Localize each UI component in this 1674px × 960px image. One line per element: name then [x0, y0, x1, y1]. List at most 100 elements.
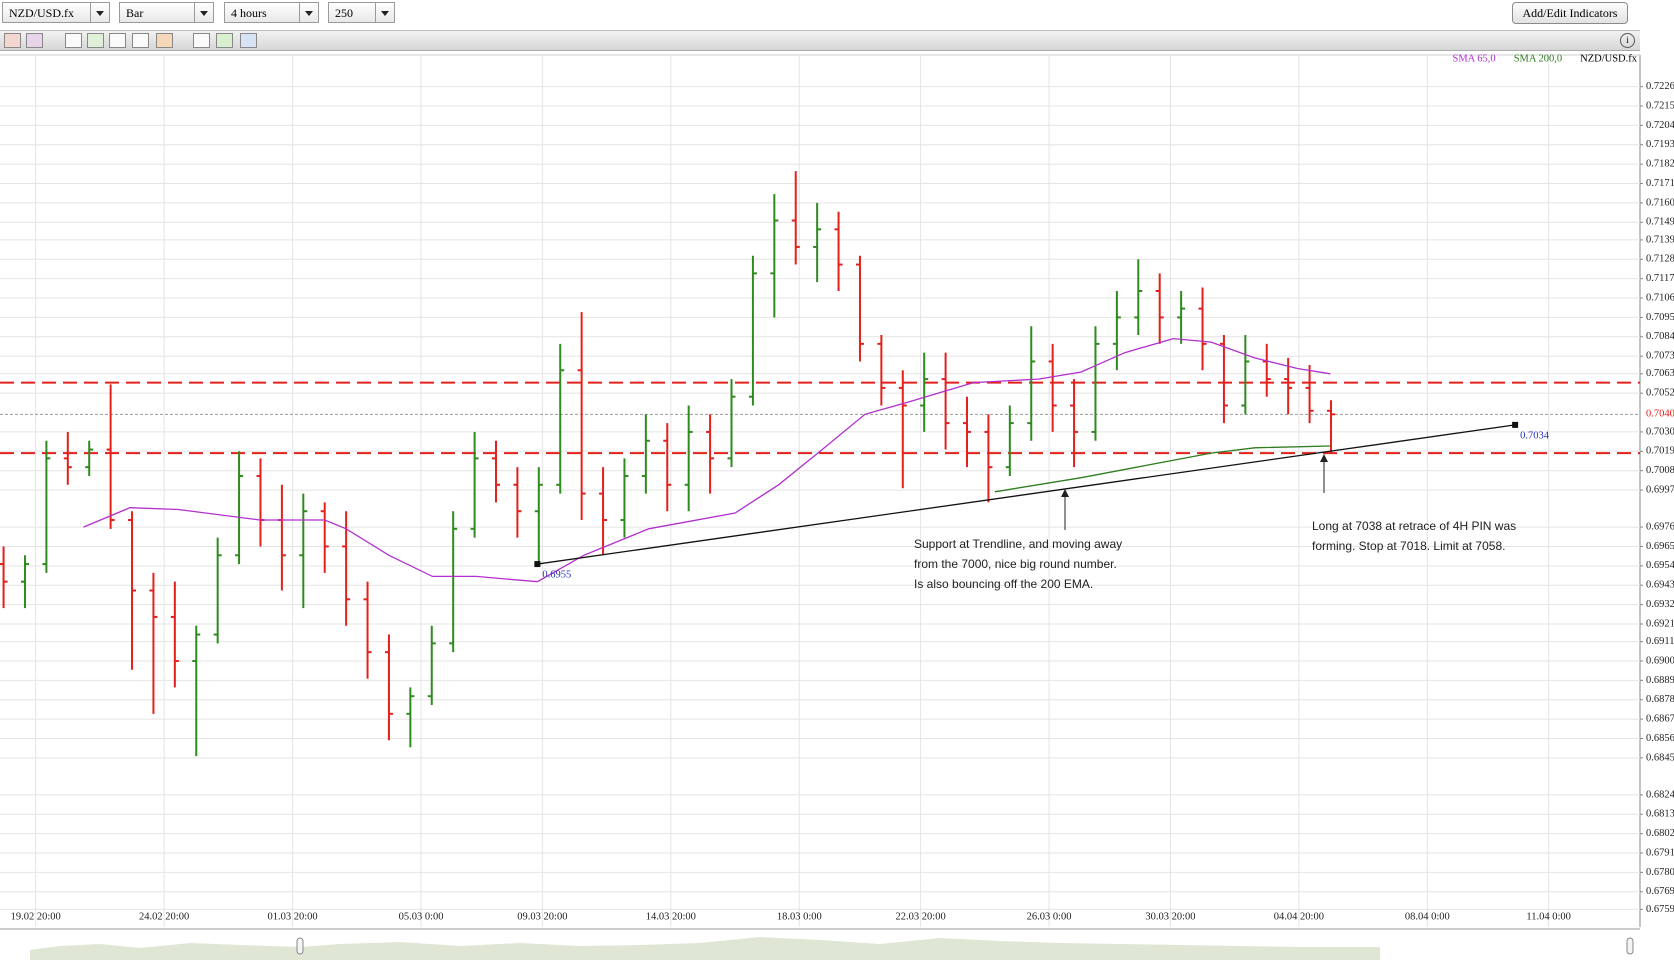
x-tick-label: 30.03 20:00 [1145, 911, 1195, 922]
x-tick-label: 01.03 20:00 [268, 911, 318, 922]
ohlc-bar [1134, 259, 1143, 336]
symbol-dropdown[interactable]: NZD/USD.fx [2, 2, 110, 23]
ohlc-bar [599, 467, 608, 556]
interval-dropdown[interactable]: 4 hours [224, 2, 319, 23]
y-tick-label: 0.7160 [1646, 197, 1674, 208]
arrowhead [1061, 489, 1069, 497]
ohlc-bar [1091, 326, 1100, 441]
x-tick-label: 24.02 20:00 [139, 911, 189, 922]
y-tick-label: 0.6954 [1646, 560, 1674, 571]
tool-icon[interactable] [216, 33, 233, 48]
y-tick-label: 0.6824 [1646, 789, 1674, 800]
ohlc-bar [1112, 290, 1121, 371]
ohlc-bar [577, 312, 586, 521]
ohlc-bar [727, 379, 736, 468]
x-tick-label: 08.04 0:00 [1405, 911, 1450, 922]
y-tick-label: 0.6889 [1646, 675, 1674, 686]
y-tick-label: 0.6900 [1646, 655, 1674, 666]
y-tick-label: 0.6845 [1646, 752, 1674, 763]
y-tick-label: 0.7073 [1646, 351, 1674, 362]
ohlc-bar [1048, 343, 1057, 432]
y-tick-label: 0.6911 [1646, 636, 1674, 647]
tool-icon[interactable] [156, 33, 173, 48]
trendline-label: 0.6955 [542, 569, 571, 580]
y-tick-label: 0.6780 [1646, 867, 1674, 878]
ohlc-bar [556, 343, 565, 494]
trendline [537, 424, 1516, 565]
ohlc-bar [941, 352, 950, 450]
ohlc-bar [1241, 335, 1250, 415]
y-tick-label: 0.6856 [1646, 733, 1674, 744]
y-tick-label: 0.7204 [1646, 120, 1674, 131]
y-tick-label: 0.6932 [1646, 599, 1674, 610]
x-tick-label: 19.02 20:00 [11, 911, 61, 922]
ohlc-bar [641, 414, 650, 494]
ohlc-bar [449, 511, 458, 653]
tool-icon[interactable] [87, 33, 104, 48]
y-tick-label: 0.6921 [1646, 618, 1674, 629]
ohlc-bar [20, 555, 29, 609]
y-tick-label: 0.7171 [1646, 178, 1674, 189]
y-tick-label: 0.7052 [1646, 388, 1674, 399]
ohlc-bar [128, 511, 137, 670]
ohlc-bar [491, 440, 500, 503]
y-tick-label: 0.6759 [1646, 904, 1674, 915]
navigator-handle[interactable] [1626, 937, 1634, 955]
y-tick-label: 0.7182 [1646, 159, 1674, 170]
legend-entry: NZD/USD.fx [1580, 53, 1638, 64]
navigator-area [30, 937, 1380, 960]
ohlc-bar [534, 467, 543, 565]
arrowhead [1320, 454, 1328, 462]
info-icon[interactable]: i [1620, 33, 1635, 48]
ohlc-bar [299, 493, 308, 609]
ohlc-bar [834, 211, 843, 291]
y-tick-label: 0.7149 [1646, 217, 1674, 228]
style-dropdown[interactable]: Bar [119, 2, 214, 23]
tool-icon[interactable] [109, 33, 126, 48]
count-dropdown[interactable]: 250 [328, 2, 395, 23]
ohlc-bar [235, 451, 244, 565]
tool-icon[interactable] [4, 33, 21, 48]
sma-line [994, 445, 1331, 493]
ohlc-bar [1219, 335, 1228, 424]
annotation: forming. Stop at 7018. Limit at 7058. [1312, 539, 1505, 553]
y-tick-label: 0.6976 [1646, 521, 1674, 532]
x-tick-label: 11.04 0:00 [1526, 911, 1571, 922]
y-tick-label: 0.6878 [1646, 694, 1674, 705]
ohlc-bar [513, 467, 522, 538]
ohlc-bar [1326, 400, 1335, 454]
ohlc-bar [192, 625, 201, 757]
trendline-label: 0.7034 [1520, 430, 1550, 441]
y-tick-label: 0.7139 [1646, 234, 1674, 245]
ohlc-bar [85, 440, 94, 476]
tool-icon[interactable] [26, 33, 43, 48]
navigator [0, 928, 1640, 960]
y-tick-label: 0.6867 [1646, 714, 1674, 725]
ohlc-bar [1198, 287, 1207, 371]
x-tick-label: 09.03 20:00 [517, 911, 567, 922]
y-tick-label: 0.7106 [1646, 292, 1674, 303]
ohlc-bar [427, 625, 436, 706]
y-tick-label: 0.7095 [1646, 312, 1674, 323]
indicators-button[interactable]: Add/Edit Indicators [1512, 2, 1628, 24]
navigator-handle[interactable] [296, 937, 304, 955]
ohlc-bar [663, 423, 672, 512]
legend-entry: SMA 65,0 [1453, 53, 1496, 64]
tool-icon[interactable] [240, 33, 257, 48]
tool-icon[interactable] [193, 33, 210, 48]
ohlc-bar [748, 255, 757, 406]
dropdown-text: 250 [335, 6, 353, 20]
tool-icon[interactable] [132, 33, 149, 48]
ohlc-bar [170, 581, 179, 688]
tool-icon[interactable] [65, 33, 82, 48]
ohlc-bar [1155, 273, 1164, 344]
ohlc-bar [213, 537, 222, 644]
ohlc-bar [877, 335, 886, 406]
y-tick-label: 0.7215 [1646, 100, 1674, 111]
ohlc-bar [1262, 343, 1271, 397]
y-tick-label: 0.6943 [1646, 580, 1674, 591]
y-tick-label: 0.6802 [1646, 828, 1674, 839]
